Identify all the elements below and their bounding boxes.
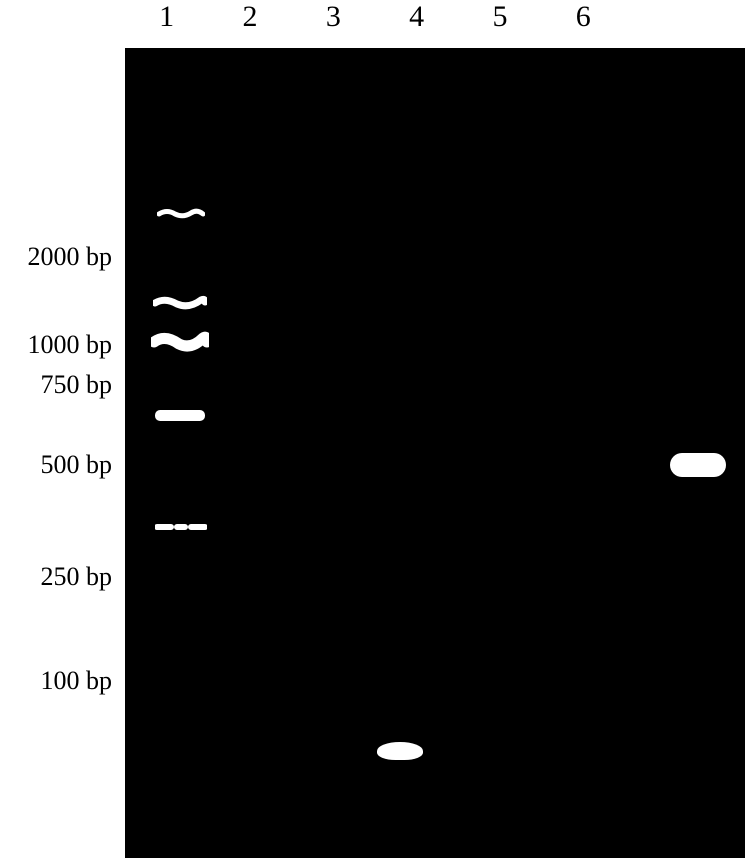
lane-1-band-2000 [157,206,205,222]
lane-label-5: 5 [458,0,541,34]
size-labels-column: 2000 bp 1000 bp 750 bp 500 bp 250 bp 100… [0,48,120,858]
lane-3-band [377,742,423,760]
size-label-250: 250 bp [41,562,113,592]
lane-6-band [670,453,726,477]
size-label-100: 100 bp [41,666,113,696]
lane-label-2: 2 [208,0,291,34]
size-label-750: 750 bp [41,370,113,400]
lane-label-1: 1 [125,0,208,34]
lane-label-3: 3 [292,0,375,34]
lane-1-band-750 [151,330,209,354]
lane-labels-row: 1 2 3 4 5 6 [0,0,625,34]
lane-1-band-250 [155,520,207,534]
size-label-1000: 1000 bp [28,330,113,360]
figure-container: 1 2 3 4 5 6 2000 bp 1000 bp 750 bp 500 b… [0,0,754,868]
lane-1-band-500 [155,410,205,421]
lane-1-band-1000 [153,294,207,312]
size-label-500: 500 bp [41,450,113,480]
lane-label-4: 4 [375,0,458,34]
lane-label-6: 6 [542,0,625,34]
size-label-2000: 2000 bp [28,242,113,272]
gel-image [125,48,745,858]
